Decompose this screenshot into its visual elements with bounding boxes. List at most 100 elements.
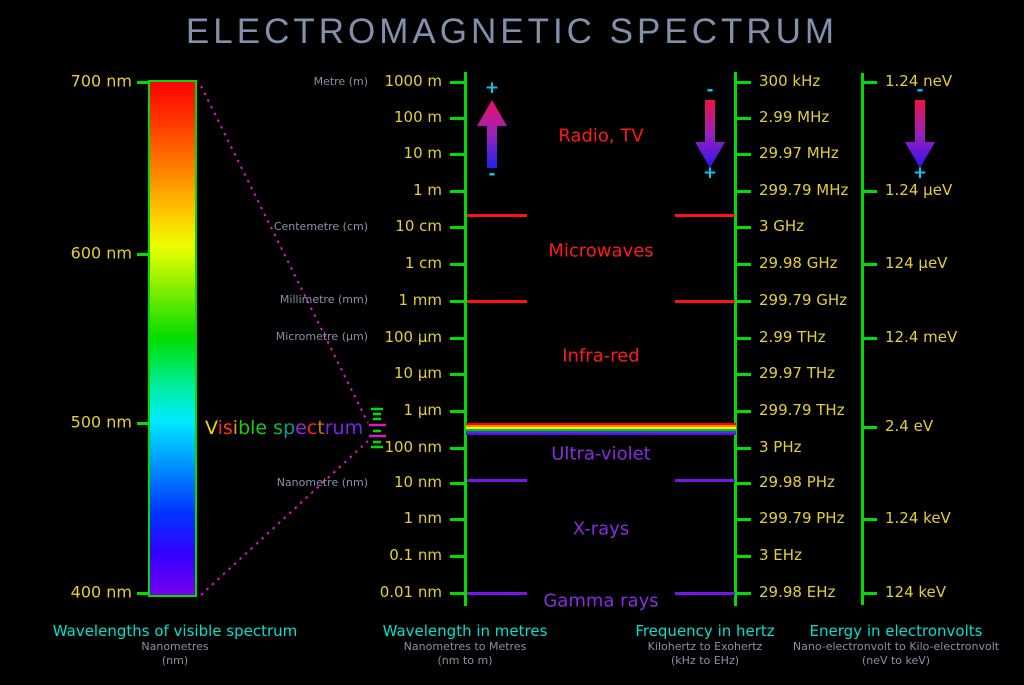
- frequency-tick: [736, 410, 751, 413]
- frequency-tick: [736, 226, 751, 229]
- footnote-wavelength: Wavelength in metres Nanometres to Metre…: [345, 622, 585, 668]
- down-arrow-icon: [905, 100, 935, 168]
- band-label: Microwaves: [548, 240, 654, 262]
- wavelength-tick: [450, 300, 465, 303]
- band-label: X-rays: [572, 518, 630, 540]
- energy-tick: [863, 81, 877, 84]
- wavelength-tick: [450, 226, 465, 229]
- wavelength-tick-label: 1 cm: [404, 254, 442, 273]
- frequency-tick-label: 29.97 MHz: [759, 144, 839, 163]
- energy-tick-label: 1.24 neV: [885, 72, 953, 91]
- footnote-energy: Energy in electronvolts Nano-electronvol…: [746, 622, 1024, 668]
- footnote-sub: Nano-electronvolt to Kilo-electronvolt: [792, 640, 1000, 653]
- wavelength-tick: [450, 337, 465, 340]
- wavelength-unit-label: Centemetre (cm): [273, 219, 368, 233]
- boundary-line: [467, 214, 527, 217]
- visible-bar-tick: [137, 592, 150, 595]
- footnote-sub: Nanometres: [141, 640, 209, 653]
- wavelength-unit-label: Metre (m): [313, 74, 368, 88]
- frequency-tick-label: 299.79 MHz: [759, 181, 849, 200]
- wavelength-tick: [450, 410, 465, 413]
- footnote-title: Frequency in hertz: [635, 622, 775, 640]
- wavelength-tick: [450, 482, 465, 485]
- visible-bar-tick-label: 700 nm: [70, 71, 132, 91]
- frequency-tick-label: 3 GHz: [759, 217, 805, 236]
- visible-spectrum-letter: s: [222, 416, 233, 439]
- frequency-tick-label: 2.99 MHz: [759, 108, 830, 127]
- wavelength-unit-label: Millimetre (mm): [279, 292, 368, 306]
- visible-spectrum-label: Visible spectrum: [205, 417, 363, 439]
- wavelength-tick: [450, 447, 465, 450]
- frequency-tick-label: 3 PHz: [759, 438, 802, 457]
- wavelength-tick: [450, 190, 465, 193]
- footnote-sub: Kilohertz to Exohertz: [647, 640, 763, 653]
- frequency-tick-label: 299.79 GHz: [759, 291, 848, 310]
- wavelength-tick: [450, 81, 465, 84]
- plus-sign: +: [912, 163, 928, 183]
- visible-spectrum-letter: c: [306, 416, 318, 439]
- visible-bar-tick: [137, 422, 150, 425]
- wavelength-tick: [450, 592, 465, 595]
- band-label: Infra-red: [562, 345, 640, 367]
- wavelength-unit-label: Micrometre (μm): [275, 329, 368, 343]
- frequency-tick-label: 29.98 GHz: [759, 254, 838, 273]
- wavelength-tick-label: 1 m: [413, 181, 442, 200]
- wavelength-tick-label: 10 m: [403, 144, 442, 163]
- band-label: Radio, TV: [558, 125, 644, 147]
- wavelength-tick-label: 1 mm: [398, 291, 442, 310]
- energy-tick-label: 124 μeV: [885, 254, 948, 273]
- footnote-range: (nm to m): [437, 654, 493, 667]
- energy-tick: [863, 518, 877, 521]
- frequency-tick-label: 29.98 EHz: [759, 583, 836, 602]
- boundary-line: [467, 300, 527, 303]
- up-arrow-icon: [477, 100, 507, 168]
- frequency-tick: [736, 263, 751, 266]
- frequency-tick-label: 299.79 THz: [759, 401, 845, 420]
- frequency-tick: [736, 337, 751, 340]
- visible-spectrum-letter: e: [255, 416, 268, 439]
- minus-sign: -: [706, 80, 714, 100]
- boundary-line: [675, 300, 735, 303]
- energy-tick: [863, 426, 877, 429]
- frequency-tick: [736, 447, 751, 450]
- footnote-frequency: Frequency in hertz Kilohertz to Exohertz…: [595, 622, 815, 668]
- wavelength-tick-label: 1 nm: [403, 509, 442, 528]
- visible-spectrum-bar: [148, 80, 197, 597]
- wavelength-tick-label: 100 μm: [384, 328, 442, 347]
- visible-spectrum-letter: e: [295, 416, 307, 439]
- wavelength-tick: [450, 263, 465, 266]
- frequency-tick: [736, 81, 751, 84]
- visible-spectrum-letter: b: [238, 416, 251, 439]
- wavelength-tick-label: 100 nm: [384, 438, 442, 457]
- wavelength-tick-label: 0.1 nm: [389, 546, 442, 565]
- frequency-tick: [736, 555, 751, 558]
- energy-tick-label: 1.24 keV: [885, 509, 951, 528]
- frequency-tick-label: 300 kHz: [759, 72, 821, 91]
- energy-tick-label: 124 keV: [885, 583, 947, 602]
- footnote-range: (nm): [161, 654, 189, 667]
- down-arrow-icon: [695, 100, 725, 168]
- frequency-tick-label: 3 EHz: [759, 546, 802, 565]
- boundary-line: [467, 479, 527, 482]
- frequency-tick: [736, 482, 751, 485]
- visible-bar-tick-label: 500 nm: [70, 412, 132, 432]
- minus-sign: -: [488, 164, 496, 184]
- frequency-tick-label: 2.99 THz: [759, 328, 826, 347]
- frequency-tick: [736, 300, 751, 303]
- wavelength-tick-label: 10 cm: [395, 217, 442, 236]
- wavelength-tick-label: 0.01 nm: [379, 583, 442, 602]
- visible-spectrum-letter: r: [324, 416, 333, 439]
- wavelength-tick-label: 10 nm: [394, 473, 442, 492]
- visible-bar-tick-label: 600 nm: [70, 243, 132, 263]
- visible-bar-tick: [137, 253, 150, 256]
- frequency-tick: [736, 190, 751, 193]
- frequency-axis: [734, 72, 737, 606]
- wavelength-unit-label: Nanometre (nm): [276, 475, 368, 489]
- frequency-tick: [736, 518, 751, 521]
- energy-tick: [863, 190, 877, 193]
- band-label: Gamma rays: [543, 590, 659, 612]
- visible-spectrum-letter: s: [273, 416, 284, 439]
- frequency-tick: [736, 117, 751, 120]
- frequency-tick-label: 299.79 PHz: [759, 509, 845, 528]
